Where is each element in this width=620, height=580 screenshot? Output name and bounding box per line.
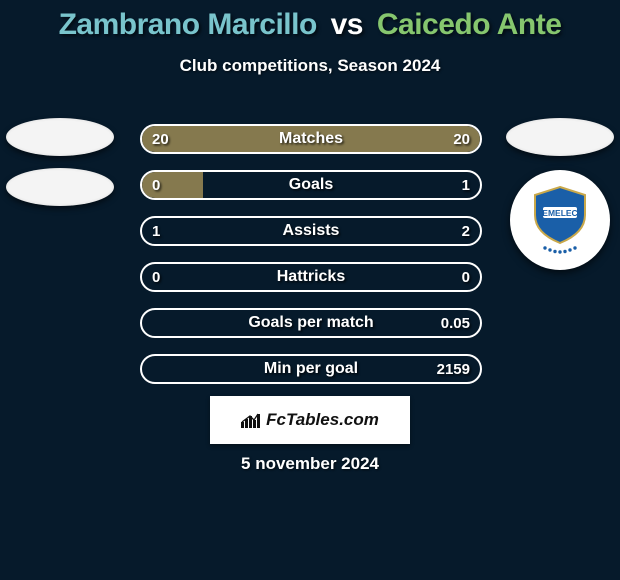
- team-badge-placeholder: [506, 118, 614, 156]
- stat-label: Goals per match: [142, 310, 480, 336]
- date-text: 5 november 2024: [0, 454, 620, 474]
- team-badge-placeholder: [6, 118, 114, 156]
- stat-label: Assists: [142, 218, 480, 244]
- subtitle: Club competitions, Season 2024: [0, 56, 620, 76]
- page-title: Zambrano Marcillo vs Caicedo Ante: [0, 0, 620, 42]
- emelec-badge: EMELEC: [510, 170, 610, 270]
- stat-left-value: 0: [152, 172, 160, 198]
- stat-row: 0 0Hattricks: [140, 262, 482, 292]
- stat-row: 0.05Goals per match: [140, 308, 482, 338]
- stat-row: 01Goals: [140, 170, 482, 200]
- stat-row: 1 2Assists: [140, 216, 482, 246]
- stat-right-value: 0: [462, 264, 470, 290]
- brand-box[interactable]: FcTables.com: [210, 396, 410, 444]
- stat-right-value: 2: [462, 218, 470, 244]
- stat-left-value: 1: [152, 218, 160, 244]
- stat-label: Hattricks: [142, 264, 480, 290]
- player1-name: Zambrano Marcillo: [59, 8, 317, 41]
- stat-row: 2159Min per goal: [140, 354, 482, 384]
- right-badges-container: [506, 118, 614, 156]
- team-badge-placeholder: [6, 168, 114, 206]
- stat-label: Min per goal: [142, 356, 480, 382]
- emelec-text: EMELEC: [542, 208, 577, 218]
- player2-name: Caicedo Ante: [377, 8, 562, 41]
- stats-container: 2020Matches01Goals12Assists00Hattricks0.…: [140, 124, 482, 384]
- stat-right-value: 0.05: [441, 310, 470, 336]
- stat-left-value: 20: [152, 126, 169, 152]
- brand-text: FcTables.com: [266, 410, 379, 430]
- left-badges-container: [6, 118, 114, 206]
- stat-right-value: 20: [453, 126, 470, 152]
- stat-right-value: 1: [462, 172, 470, 198]
- fctables-logo-icon: [241, 412, 263, 428]
- stat-left-value: 0: [152, 264, 160, 290]
- vs-text: vs: [331, 8, 363, 41]
- stat-right-value: 2159: [437, 356, 470, 382]
- stat-row: 2020Matches: [140, 124, 482, 154]
- emelec-shield-icon: EMELEC: [529, 185, 591, 255]
